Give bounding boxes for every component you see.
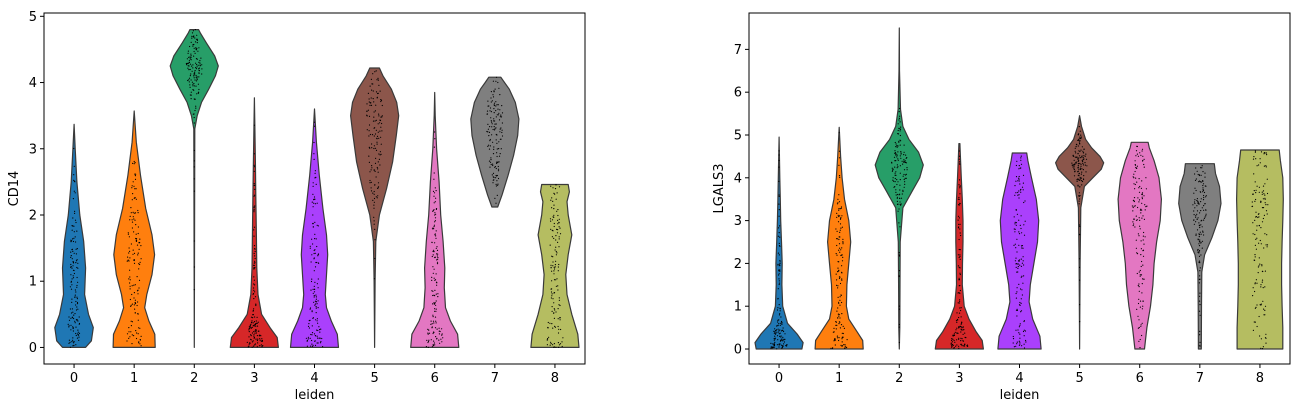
x-tick-label: 6 xyxy=(1136,371,1144,386)
jitter-points-cluster-6 xyxy=(1131,145,1148,349)
x-tick-label: 4 xyxy=(310,371,318,386)
x-tick-label: 1 xyxy=(835,371,843,386)
x-tick-label: 2 xyxy=(895,371,903,386)
y-tick-label: 2 xyxy=(734,257,742,272)
violin-cluster-5 xyxy=(350,67,400,348)
violin-cluster-6 xyxy=(410,91,460,348)
y-tick-label: 0 xyxy=(29,341,37,356)
x-tick-label: 7 xyxy=(491,371,499,386)
jitter-points-cluster-6 xyxy=(425,131,444,348)
jitter-points-cluster-3 xyxy=(246,124,264,348)
jitter-points-cluster-1 xyxy=(830,132,848,349)
x-tick-label: 8 xyxy=(551,371,559,386)
violin-panel-cd14: 0 1 2 3 4 5 0 1 2 3 4 5 6 7 8 leiden CD14 xyxy=(7,10,586,403)
x-tick-label: 5 xyxy=(1075,371,1083,386)
y-axis-label: CD14 xyxy=(7,171,22,207)
y-tick-label: 3 xyxy=(29,142,37,157)
x-tick-label: 8 xyxy=(1256,371,1264,386)
y-tick-label: 5 xyxy=(29,10,37,25)
violin-cluster-4 xyxy=(997,152,1042,350)
jitter-points-cluster-5 xyxy=(366,70,383,280)
x-tick-label: 1 xyxy=(130,371,138,386)
jitter-points-cluster-3 xyxy=(950,150,969,349)
violin-cluster-3 xyxy=(934,143,984,350)
jitter-points-cluster-2 xyxy=(891,107,908,344)
y-tick-label: 5 xyxy=(734,128,742,143)
x-tick-label: 3 xyxy=(250,371,258,386)
x-tick-label: 0 xyxy=(775,371,783,386)
violin-cluster-1 xyxy=(814,126,864,350)
jitter-points-cluster-0 xyxy=(770,150,788,350)
y-tick-label: 3 xyxy=(734,214,742,229)
x-tick-label: 0 xyxy=(70,371,78,386)
y-tick-label: 4 xyxy=(734,171,742,186)
y-tick-label: 6 xyxy=(734,86,742,101)
x-tick-label: 5 xyxy=(370,371,378,386)
jitter-points-cluster-4 xyxy=(305,121,324,348)
x-tick-label: 7 xyxy=(1196,371,1204,386)
violin-cluster-1 xyxy=(112,110,156,348)
jitter-points-cluster-5 xyxy=(1071,126,1088,323)
x-axis-label: leiden xyxy=(295,388,335,403)
jitter-points-cluster-8 xyxy=(1251,150,1269,350)
y-tick-label: 2 xyxy=(29,208,37,223)
x-tick-label: 2 xyxy=(190,371,198,386)
violin-cluster-8 xyxy=(530,183,580,348)
jitter-points-cluster-8 xyxy=(546,184,564,348)
y-tick-label: 4 xyxy=(29,76,37,91)
violin-panel-lgals3: 0 1 2 3 4 5 6 7 0 1 2 3 4 5 6 7 8 leiden LGALS3 xyxy=(712,12,1291,403)
y-tick-label: 0 xyxy=(734,343,742,358)
x-tick-label: 3 xyxy=(955,371,963,386)
jitter-points-cluster-2 xyxy=(185,29,203,291)
y-tick-label: 7 xyxy=(734,43,742,58)
violin-cluster-7 xyxy=(470,76,520,208)
jitter-points-cluster-7 xyxy=(1192,165,1207,347)
x-tick-label: 6 xyxy=(431,371,439,386)
violin-cluster-2 xyxy=(169,29,219,348)
violin-cluster-3 xyxy=(229,97,279,348)
x-tick-label: 4 xyxy=(1015,371,1023,386)
x-axis-label: leiden xyxy=(1000,388,1040,403)
violin-cluster-5 xyxy=(1055,115,1105,350)
violin-cluster-6 xyxy=(1117,141,1162,350)
violin-cluster-4 xyxy=(289,108,340,348)
jitter-points-cluster-4 xyxy=(1012,155,1027,349)
jitter-points-cluster-0 xyxy=(67,147,81,348)
y-tick-label: 1 xyxy=(734,300,742,315)
violin-cluster-0 xyxy=(54,123,94,348)
y-tick-label: 1 xyxy=(29,275,37,290)
y-axis-label: LGALS3 xyxy=(712,164,727,214)
jitter-points-cluster-7 xyxy=(486,76,504,204)
violin-cluster-8 xyxy=(1236,149,1284,350)
jitter-points-cluster-1 xyxy=(126,160,142,347)
violin-cluster-2 xyxy=(874,27,924,350)
